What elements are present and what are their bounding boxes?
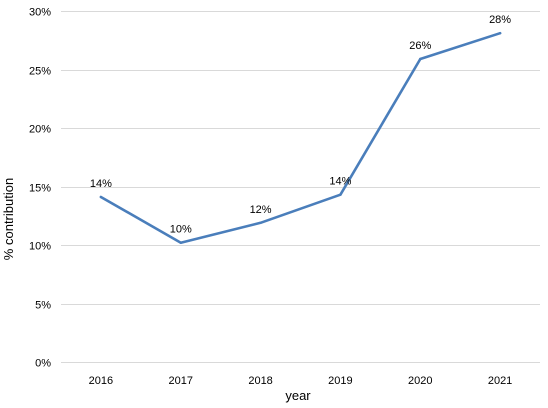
gridlines [61,11,540,363]
data-point [99,195,103,199]
data-label: 14% [90,178,112,190]
x-tick-label: 2019 [328,375,352,387]
data-label: 12% [250,204,272,216]
data-point [498,32,502,35]
x-tick-label: 2018 [248,375,272,387]
y-tick-label: 5% [35,300,51,312]
y-tick-label: 0% [35,358,51,370]
x-axis-tick-labels: 2016 2017 2018 2019 2020 2021 [89,375,513,387]
data-label: 10% [170,224,192,236]
data-label: 28% [489,14,511,26]
series-group [99,31,502,244]
x-tick-label: 2021 [488,375,512,387]
series-line [99,31,502,244]
x-axis-title: year [285,388,311,403]
data-point [419,57,422,61]
data-labels: 14% 10% 12% 14% 26% 28% [90,14,511,235]
y-axis-tick-labels: 0% 5% 10% 15% 20% 25% 30% [29,7,51,370]
y-tick-label: 30% [29,7,51,19]
data-label: 26% [409,40,431,52]
y-axis-title: % contribution [1,178,16,260]
x-tick-label: 2020 [408,375,432,387]
y-tick-label: 10% [29,241,51,253]
y-tick-label: 15% [29,183,51,195]
data-label: 14% [329,176,351,188]
y-tick-label: 20% [29,124,51,136]
y-tick-label: 25% [29,66,51,78]
data-point [179,241,182,244]
data-point [339,193,342,196]
x-tick-label: 2017 [169,375,193,387]
data-point [259,221,262,224]
x-tick-label: 2016 [89,375,113,387]
